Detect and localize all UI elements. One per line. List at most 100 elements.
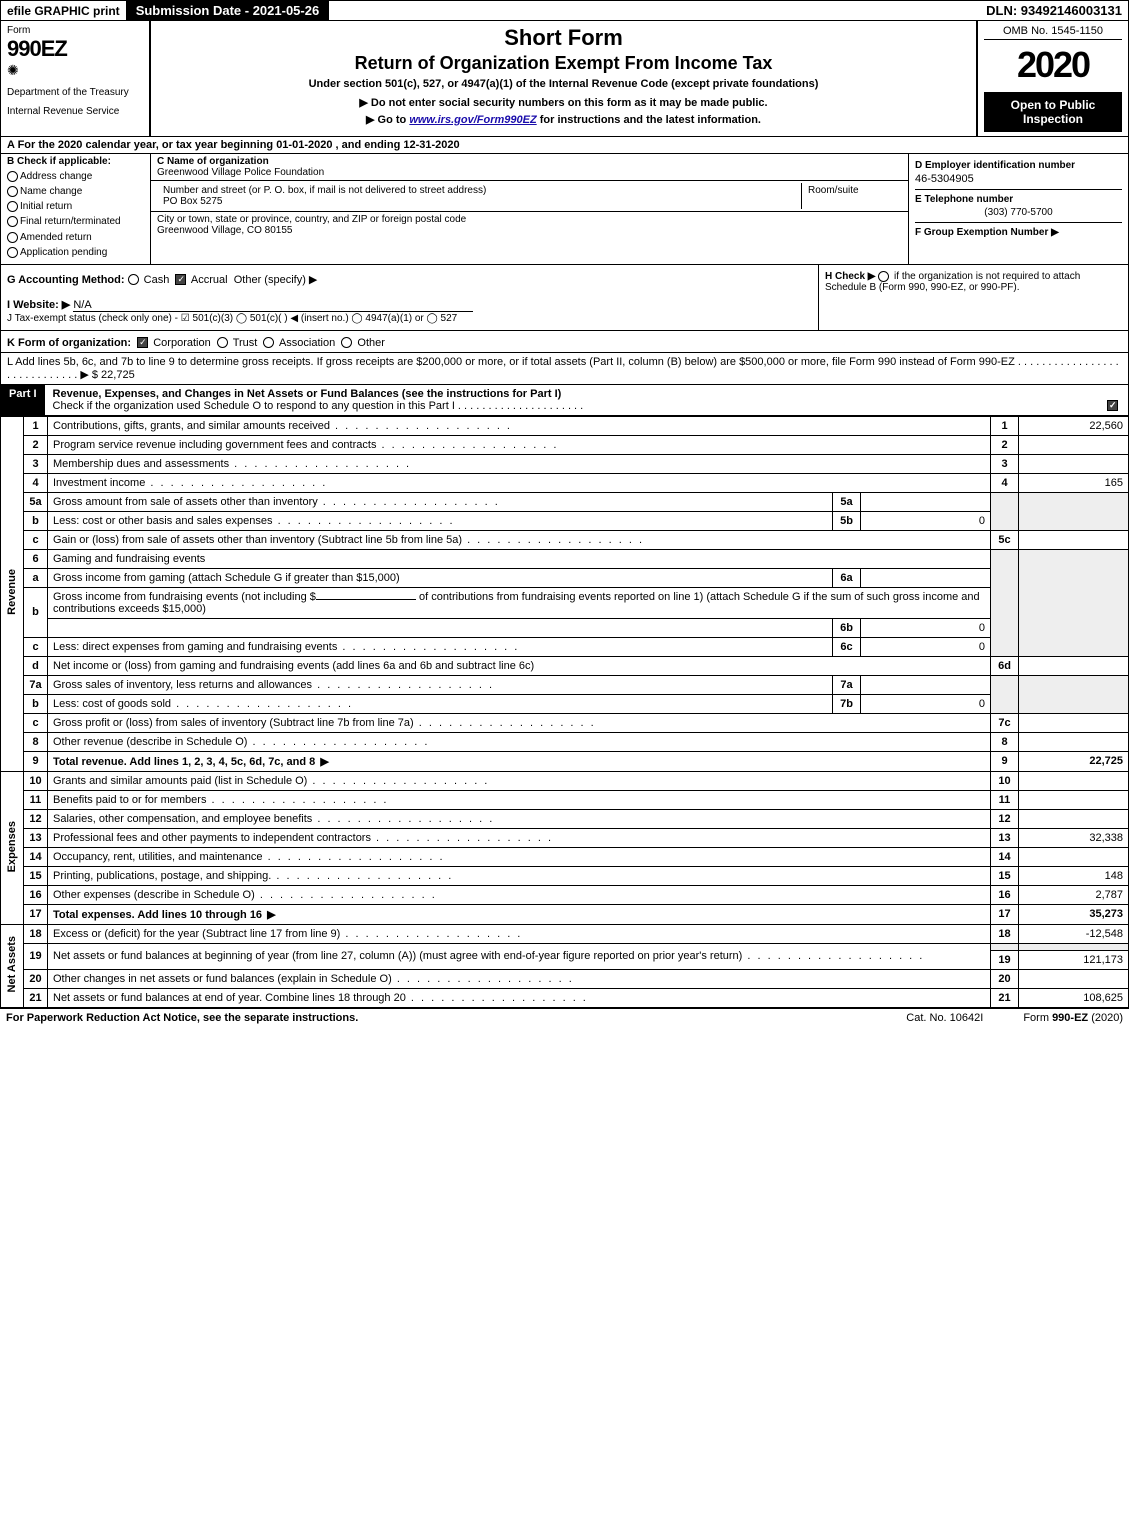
line-h: H Check ▶ if the organization is not req…: [818, 265, 1128, 330]
row-6b-2: 6b 0: [1, 618, 1129, 637]
chk-initial-return[interactable]: Initial return: [7, 201, 144, 212]
open-to-public: Open to Public Inspection: [984, 92, 1122, 132]
row-7b: b Less: cost of goods sold 7b 0: [1, 694, 1129, 713]
row-11: 11 Benefits paid to or for members 11: [1, 790, 1129, 809]
cat-number: Cat. No. 10642I: [906, 1012, 983, 1024]
row-a-tax-year: A For the 2020 calendar year, or tax yea…: [0, 137, 1129, 154]
g-cash-radio[interactable]: [128, 274, 139, 285]
header-right: OMB No. 1545-1150 2020 Open to Public In…: [978, 21, 1128, 136]
row-21: 21 Net assets or fund balances at end of…: [1, 988, 1129, 1007]
part1-label: Part I: [1, 385, 45, 415]
line-k: K Form of organization: Corporation Trus…: [0, 331, 1129, 353]
form-reference: Form 990-EZ (2020): [1023, 1012, 1123, 1024]
row-6: 6 Gaming and fundraising events: [1, 549, 1129, 568]
org-name: Greenwood Village Police Foundation: [157, 167, 324, 178]
group-exemption: F Group Exemption Number ▶: [915, 223, 1122, 242]
row-10: Expenses 10 Grants and similar amounts p…: [1, 771, 1129, 790]
row-7c: c Gross profit or (loss) from sales of i…: [1, 713, 1129, 732]
row-4: 4 Investment income 4 165: [1, 473, 1129, 492]
k-other: Other: [357, 337, 385, 349]
l1-amt: 22,560: [1019, 416, 1129, 435]
city-value: Greenwood Village, CO 80155: [157, 225, 292, 236]
k-trust-radio[interactable]: [217, 337, 228, 348]
street-label: Number and street (or P. O. box, if mail…: [163, 185, 486, 196]
l1-desc: Contributions, gifts, grants, and simila…: [48, 416, 991, 435]
k-label: K Form of organization:: [7, 337, 131, 349]
i-label: I Website: ▶: [7, 299, 70, 311]
city-label: City or town, state or province, country…: [157, 214, 466, 225]
row-6a: a Gross income from gaming (attach Sched…: [1, 568, 1129, 587]
l-amount: 22,725: [101, 369, 135, 381]
row-7a: 7a Gross sales of inventory, less return…: [1, 675, 1129, 694]
form-number: 990EZ: [7, 36, 143, 62]
line-l: L Add lines 5b, 6c, and 7b to line 9 to …: [0, 353, 1129, 385]
section-c: C Name of organization Greenwood Village…: [151, 154, 908, 264]
row-14: 14 Occupancy, rent, utilities, and maint…: [1, 847, 1129, 866]
ein-label: D Employer identification number: [915, 160, 1122, 171]
row-5a: 5a Gross amount from sale of assets othe…: [1, 492, 1129, 511]
org-name-label: C Name of organization: [157, 156, 269, 167]
tax-year: 2020: [984, 44, 1122, 86]
k-corp-check[interactable]: [137, 337, 148, 348]
website-value: N/A: [73, 299, 473, 312]
header-center: Short Form Return of Organization Exempt…: [151, 21, 978, 136]
row-2: 2 Program service revenue including gove…: [1, 435, 1129, 454]
g-accrual-check[interactable]: [175, 274, 186, 285]
chk-address-change[interactable]: Address change: [7, 171, 144, 182]
irs-name: Internal Revenue Service: [7, 106, 143, 117]
goto-suffix: for instructions and the latest informat…: [537, 114, 761, 126]
irs-logo: ✺: [7, 62, 143, 79]
k-other-radio[interactable]: [341, 337, 352, 348]
row-1: Revenue 1 Contributions, gifts, grants, …: [1, 416, 1129, 435]
row-gh: G Accounting Method: Cash Accrual Other …: [0, 265, 1129, 331]
efile-label[interactable]: efile GRAPHIC print: [1, 2, 126, 20]
group-label: F Group Exemption Number ▶: [915, 227, 1059, 238]
row-16: 16 Other expenses (describe in Schedule …: [1, 885, 1129, 904]
row-6d: d Net income or (loss) from gaming and f…: [1, 656, 1129, 675]
part1-title: Revenue, Expenses, and Changes in Net As…: [45, 385, 1128, 415]
no-ssn-notice: ▶ Do not enter social security numbers o…: [157, 96, 970, 109]
return-title: Return of Organization Exempt From Incom…: [157, 53, 970, 74]
h-prefix: H Check ▶: [825, 271, 878, 282]
city-row: City or town, state or province, country…: [151, 212, 908, 238]
k-assoc-radio[interactable]: [263, 337, 274, 348]
k-trust: Trust: [233, 337, 258, 349]
street-row: Number and street (or P. O. box, if mail…: [151, 181, 908, 212]
irs-link[interactable]: www.irs.gov/Form990EZ: [409, 114, 536, 126]
page-footer: For Paperwork Reduction Act Notice, see …: [0, 1008, 1129, 1027]
phone-block: E Telephone number (303) 770-5700: [915, 190, 1122, 223]
dept-treasury: Department of the Treasury: [7, 87, 143, 98]
row-8: 8 Other revenue (describe in Schedule O)…: [1, 732, 1129, 751]
chk-final-return[interactable]: Final return/terminated: [7, 216, 144, 227]
chk-application-pending[interactable]: Application pending: [7, 247, 144, 258]
h-check[interactable]: [878, 271, 889, 282]
row-15: 15 Printing, publications, postage, and …: [1, 866, 1129, 885]
street-value: PO Box 5275: [163, 196, 222, 207]
k-corp: Corporation: [153, 337, 210, 349]
l-text: L Add lines 5b, 6c, and 7b to line 9 to …: [7, 356, 1119, 381]
row-5c: c Gain or (loss) from sale of assets oth…: [1, 530, 1129, 549]
row-6b-1: b Gross income from fundraising events (…: [1, 587, 1129, 618]
under-section: Under section 501(c), 527, or 4947(a)(1)…: [157, 78, 970, 90]
form-word: Form: [7, 25, 143, 36]
k-assoc: Association: [279, 337, 335, 349]
row-5b: b Less: cost or other basis and sales ex…: [1, 511, 1129, 530]
goto-instructions: ▶ Go to www.irs.gov/Form990EZ for instru…: [157, 113, 970, 126]
g-other: Other (specify) ▶: [234, 274, 318, 286]
g-label: G Accounting Method:: [7, 274, 125, 286]
chk-name-change[interactable]: Name change: [7, 186, 144, 197]
expenses-label: Expenses: [1, 771, 24, 924]
phone-label: E Telephone number: [915, 194, 1122, 205]
dln-label: DLN: 93492146003131: [980, 1, 1128, 20]
row-19a: 19 Net assets or fund balances at beginn…: [1, 943, 1129, 950]
netassets-label: Net Assets: [1, 924, 24, 1007]
g-accrual: Accrual: [191, 274, 228, 286]
schedule-o-check[interactable]: [1107, 400, 1118, 411]
row-9: 9 Total revenue. Add lines 1, 2, 3, 4, 5…: [1, 751, 1129, 771]
row-12: 12 Salaries, other compensation, and emp…: [1, 809, 1129, 828]
ein-value: 46-5304905: [915, 173, 1122, 185]
org-name-row: C Name of organization Greenwood Village…: [151, 154, 908, 181]
room-suite: Room/suite: [802, 183, 902, 209]
row-6c: c Less: direct expenses from gaming and …: [1, 637, 1129, 656]
chk-amended-return[interactable]: Amended return: [7, 232, 144, 243]
